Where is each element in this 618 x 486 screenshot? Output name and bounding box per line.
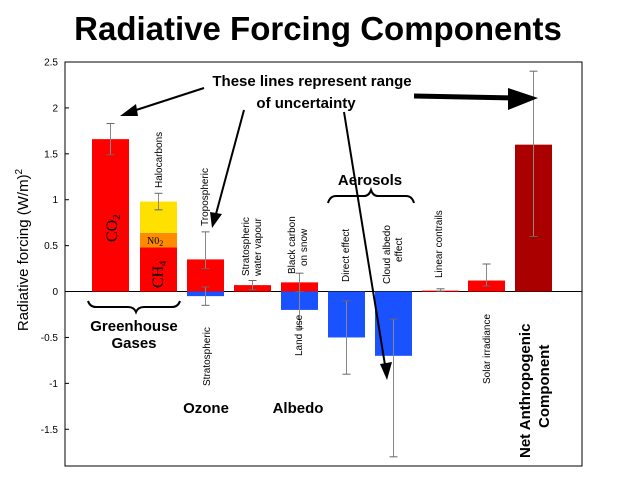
arrow-to-cloud-albedo	[343, 111, 386, 366]
arrow-head-co2	[120, 104, 138, 116]
y-tick-label: -0.5	[41, 333, 59, 344]
greenhouse-bracket	[87, 300, 181, 315]
category-label-strat-water-vapour-2: water vapour	[253, 218, 264, 277]
category-label-land-use: Land use	[294, 314, 305, 356]
y-tick-label: -1	[49, 379, 58, 390]
plot-area	[64, 61, 583, 467]
group-label-aerosols: Aerosols	[338, 172, 402, 189]
y-axis-label: Radiative forcing (W/m)2	[14, 168, 32, 331]
y-tick-label: 1	[52, 195, 58, 206]
bar-label-ch4: CH4	[150, 261, 169, 288]
arrow-head-net	[508, 88, 538, 110]
y-tick-label: 2.5	[44, 58, 58, 69]
group-label-albedo: Albedo	[273, 400, 324, 417]
category-label-direct-effect: Direct effect	[341, 229, 352, 282]
error-bars	[106, 70, 538, 458]
group-label-greenhouse: Greenhouse	[90, 318, 178, 335]
category-label-black-carbon-2: on snow	[299, 228, 310, 266]
arrow-to-tropospheric	[215, 109, 245, 215]
category-label-net-anthropogenic: Net Anthropogenic	[517, 324, 534, 458]
annotation-line-1: These lines represent range	[212, 73, 411, 90]
arrow-to-net	[413, 93, 517, 101]
y-tick-label: 2	[52, 103, 58, 114]
y-tick-label: 0.5	[44, 241, 58, 252]
category-label-strat-water-vapour: Stratospheric	[241, 217, 252, 276]
y-axis-label-sup: 2	[14, 168, 25, 174]
y-tick-label: -1.5	[41, 425, 59, 436]
y-tick-label: 1.5	[44, 149, 58, 160]
category-label-stratospheric: Stratospheric	[202, 327, 213, 386]
bar-labels: CO2 CH4 N02 Halocarbons Tropospheric Stratosp…	[104, 132, 553, 458]
bar-ch4	[140, 247, 177, 292]
category-label-halocarbons: Halocarbons	[154, 132, 165, 188]
uncertainty-annotation: These lines represent range of uncertain…	[120, 73, 538, 380]
y-tick-label: 0	[52, 287, 58, 298]
bar-n2o	[140, 232, 177, 248]
bar-label-co2: CO2	[104, 214, 123, 242]
chart-title: Radiative Forcing Components	[74, 10, 562, 47]
category-label-cloud-albedo-2: effect	[394, 238, 405, 262]
y-axis-ticks: 2.5 2 1.5 1 0.5 0 -0.5 -1 -1.5	[41, 58, 69, 436]
arrow-to-co2	[129, 87, 205, 113]
arrow-head-tropospheric	[210, 212, 222, 228]
bar-label-n2o: N02	[147, 236, 163, 248]
arrow-head-cloud-albedo	[380, 362, 392, 380]
category-label-cloud-albedo: Cloud albedo	[382, 225, 393, 284]
annotation-line-2: of uncertainty	[256, 95, 356, 112]
category-label-black-carbon: Black carbon	[287, 216, 298, 274]
category-label-net-anthropogenic-2: Component	[536, 345, 553, 428]
y-axis-label-text: Radiative forcing (W/m)	[15, 174, 32, 331]
category-label-tropospheric: Tropospheric	[200, 168, 211, 226]
aerosols-bracket	[327, 186, 415, 204]
group-label-ozone: Ozone	[183, 400, 229, 417]
category-label-linear-contrails: Linear contrails	[434, 210, 445, 278]
bar-co2	[92, 139, 129, 292]
group-label-greenhouse-2: Gases	[111, 335, 156, 352]
category-label-solar-irradiance: Solar irradiance	[482, 314, 493, 384]
